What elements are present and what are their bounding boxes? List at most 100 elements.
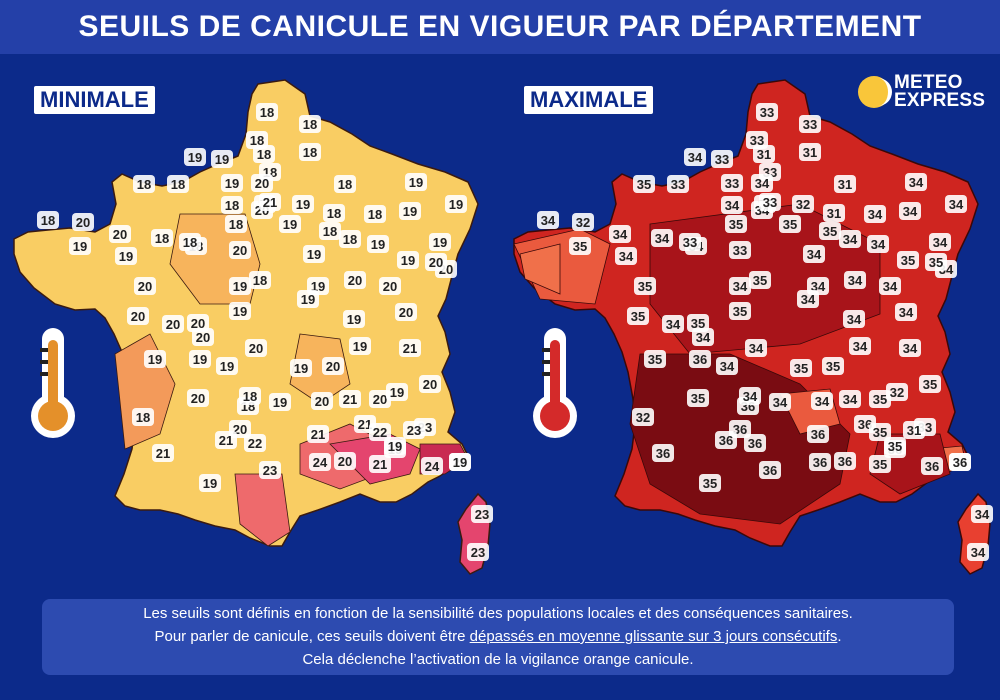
department-value-bg — [967, 543, 989, 561]
department-value-label: 21 — [259, 193, 281, 211]
department-value: 18 — [229, 217, 243, 232]
department-value-bg — [292, 195, 314, 213]
department-value: 20 — [338, 454, 352, 469]
department-value-label: 20 — [395, 303, 417, 321]
department-value: 34 — [807, 247, 822, 262]
department-value-label: 33 — [711, 150, 733, 168]
department-value-label: 18 — [299, 115, 321, 133]
department-value-bg — [679, 233, 701, 251]
department-value: 20 — [373, 392, 387, 407]
department-value: 22 — [373, 425, 387, 440]
department-value-bg — [144, 350, 166, 368]
department-value-bg — [192, 328, 214, 346]
department-value-label: 19 — [349, 337, 371, 355]
department-value-label: 34 — [895, 303, 917, 321]
department-value: 18 — [323, 224, 337, 239]
department-value-label: 36 — [689, 350, 711, 368]
department-value-bg — [925, 253, 947, 271]
department-value: 19 — [353, 339, 367, 354]
department-value-bg — [343, 310, 365, 328]
department-value-bg — [225, 215, 247, 233]
department-value-label: 34 — [651, 229, 673, 247]
department-value-bg — [839, 230, 861, 248]
department-value-bg — [949, 453, 971, 471]
department-value-label: 34 — [899, 339, 921, 357]
department-value-label: 23 — [403, 421, 425, 439]
department-value-label: 18 — [249, 271, 271, 289]
department-value-bg — [716, 357, 738, 375]
department-value-bg — [152, 444, 174, 462]
department-value-bg — [429, 233, 451, 251]
department-value-bg — [971, 505, 993, 523]
department-value-label: 32 — [886, 383, 908, 401]
department-value-bg — [187, 389, 209, 407]
department-value-label: 20 — [127, 307, 149, 325]
department-value-label: 18 — [334, 175, 356, 193]
department-value-bg — [290, 359, 312, 377]
department-value-label: 23 — [467, 543, 489, 561]
department-value: 18 — [171, 177, 185, 192]
department-value-bg — [811, 392, 833, 410]
department-value-label: 31 — [834, 175, 856, 193]
department-value-label: 18 — [319, 222, 341, 240]
department-value: 19 — [433, 235, 447, 250]
department-value-bg — [256, 103, 278, 121]
department-value-label: 18 — [151, 229, 173, 247]
department-value: 22 — [248, 436, 262, 451]
department-value-bg — [445, 195, 467, 213]
department-value-label: 35 — [627, 307, 649, 325]
department-value-bg — [895, 303, 917, 321]
department-value-bg — [249, 271, 271, 289]
department-value-label: 34 — [864, 205, 886, 223]
department-value-label: 34 — [615, 247, 637, 265]
department-value: 18 — [303, 117, 317, 132]
department-value-label: 36 — [809, 453, 831, 471]
department-value: 19 — [215, 152, 229, 167]
department-value-label: 34 — [929, 233, 951, 251]
department-value-bg — [809, 453, 831, 471]
department-value: 35 — [648, 352, 662, 367]
map-minimale: 1818181819181819181819201818191820211818… — [13, 79, 493, 575]
department-value-label: 21 — [399, 339, 421, 357]
department-value-label: 36 — [652, 444, 674, 462]
department-value-bg — [843, 310, 865, 328]
department-value-bg — [395, 303, 417, 321]
logo-line2: EXPRESS — [894, 90, 986, 111]
department-value: 20 — [348, 273, 362, 288]
department-value: 34 — [815, 394, 830, 409]
department-value: 34 — [720, 359, 735, 374]
department-value: 23 — [475, 507, 489, 522]
department-value: 34 — [909, 175, 924, 190]
department-value: 34 — [801, 292, 816, 307]
department-value: 33 — [803, 117, 817, 132]
department-value-bg — [746, 131, 768, 149]
department-value: 34 — [843, 232, 858, 247]
department-value: 18 — [243, 389, 257, 404]
department-value-label: 20 — [192, 328, 214, 346]
department-value-bg — [897, 251, 919, 269]
department-value: 35 — [783, 217, 797, 232]
department-value-bg — [689, 350, 711, 368]
department-value-label: 20 — [134, 277, 156, 295]
department-value-label: 35 — [634, 277, 656, 295]
department-value-label: 31 — [823, 204, 845, 222]
department-value-bg — [929, 233, 951, 251]
department-value-bg — [792, 195, 814, 213]
department-value: 32 — [890, 385, 904, 400]
department-value-bg — [322, 357, 344, 375]
department-value: 33 — [733, 243, 747, 258]
department-value-bg — [386, 383, 408, 401]
department-value-label: 18 — [364, 205, 386, 223]
footer-info-box: Les seuils sont définis en fonction de l… — [42, 599, 954, 675]
department-value: 20 — [255, 176, 269, 191]
department-value-label: 35 — [699, 474, 721, 492]
department-value: 21 — [373, 457, 387, 472]
department-value: 21 — [263, 195, 277, 210]
department-value: 20 — [138, 279, 152, 294]
department-value-bg — [634, 277, 656, 295]
department-value-label: 19 — [292, 195, 314, 213]
department-value-label: 34 — [609, 225, 631, 243]
thermometer-low-icon — [31, 328, 75, 438]
department-value: 34 — [899, 305, 914, 320]
department-value: 31 — [907, 423, 921, 438]
